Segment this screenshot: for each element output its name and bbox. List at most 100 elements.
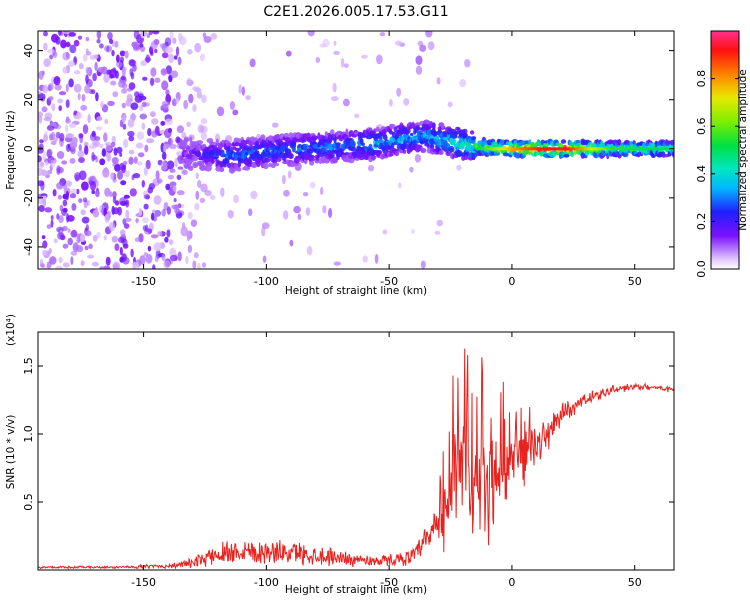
heatmap-cell <box>361 54 368 59</box>
heatmap-cell <box>438 150 444 155</box>
heatmap-cell <box>81 94 86 102</box>
heatmap-cell <box>325 158 330 163</box>
heatmap-cell <box>220 187 225 197</box>
heatmap-cell <box>119 50 126 57</box>
heatmap-cell <box>155 125 160 135</box>
heatmap-cell <box>293 205 301 214</box>
heatmap-cell <box>335 143 341 150</box>
heatmap-cell <box>62 194 68 200</box>
heatmap-cell <box>528 139 532 145</box>
heatmap-cell <box>40 180 45 191</box>
heatmap-cell <box>114 164 121 172</box>
heatmap-cell <box>328 208 333 218</box>
heatmap-cell <box>215 138 219 145</box>
heatmap-cell <box>389 99 393 107</box>
heatmap-cell <box>180 156 184 161</box>
heatmap-core-cell <box>572 147 576 151</box>
heatmap-cell <box>248 208 253 217</box>
heatmap-cell <box>90 89 96 95</box>
heatmap-cell <box>80 209 86 216</box>
colorbar-tick-label: 0.2 <box>695 213 708 231</box>
heatmap-cell <box>160 161 168 171</box>
snr-frame <box>37 331 675 571</box>
heatmap-cell <box>211 144 218 149</box>
heatmap-cell <box>286 50 292 57</box>
heatmap-cell <box>95 190 100 198</box>
heatmap-cell <box>131 41 139 48</box>
heatmap-cell <box>74 70 81 75</box>
heatmap-cell <box>573 148 577 156</box>
heatmap-cell <box>209 194 216 200</box>
heatmap-cell <box>177 56 182 66</box>
heatmap-cell <box>67 237 73 246</box>
spectrogram-x-label: Height of straight line (km) <box>285 285 427 297</box>
heatmap-cell <box>315 56 320 64</box>
heatmap-cell <box>172 185 177 192</box>
heatmap-core-cell <box>478 147 481 151</box>
heatmap-cell <box>434 135 440 140</box>
heatmap-cell <box>104 187 111 197</box>
heatmap-cell <box>117 206 122 216</box>
heatmap-cell <box>90 181 96 191</box>
heatmap-cell <box>415 55 423 65</box>
heatmap-cell <box>282 174 286 185</box>
heatmap-cell <box>382 135 388 141</box>
heatmap-cell <box>440 122 445 130</box>
heatmap-cell <box>123 160 128 166</box>
heatmap-cell <box>524 140 530 146</box>
heatmap-core-cell <box>519 147 523 151</box>
heatmap-cell <box>425 31 433 38</box>
heatmap-cell <box>119 152 123 157</box>
heatmap-cell <box>107 32 113 40</box>
heatmap-cell <box>402 149 406 154</box>
heatmap-cell <box>68 123 77 128</box>
heatmap-cell <box>195 172 199 180</box>
heatmap-core-cell <box>607 147 611 151</box>
heatmap-cell <box>414 154 421 163</box>
heatmap-cell <box>308 157 315 162</box>
heatmap-cell <box>204 146 209 151</box>
heatmap-cell <box>103 132 108 143</box>
heatmap-cell <box>174 157 178 168</box>
heatmap-cell <box>203 36 212 43</box>
heatmap-cell <box>84 230 92 237</box>
heatmap-cell <box>161 209 166 217</box>
heatmap-cell <box>152 264 156 269</box>
heatmap-cell <box>117 170 123 180</box>
heatmap-cell <box>141 101 147 108</box>
heatmap-cell <box>42 249 48 256</box>
heatmap-cell <box>180 204 185 209</box>
heatmap-cell <box>671 151 674 158</box>
heatmap-cell <box>132 64 137 72</box>
heatmap-cell <box>116 54 120 63</box>
heatmap-cell <box>85 74 89 84</box>
heatmap-cell <box>69 158 76 164</box>
heatmap-cell <box>127 118 135 128</box>
heatmap-cell <box>86 51 92 56</box>
heatmap-core-cell <box>590 147 593 151</box>
heatmap-cell <box>50 159 56 168</box>
heatmap-cell <box>241 86 245 96</box>
heatmap-cell <box>56 213 60 220</box>
heatmap-cell <box>122 123 127 130</box>
heatmap-cell <box>333 50 340 55</box>
heatmap-cell <box>103 73 110 83</box>
heatmap-cell <box>374 253 379 264</box>
heatmap-cell <box>427 41 435 51</box>
heatmap-cell <box>367 164 375 172</box>
heatmap-cell <box>53 76 61 86</box>
heatmap-cell <box>128 149 135 155</box>
heatmap-cell <box>311 135 318 141</box>
heatmap-cell <box>145 253 153 264</box>
heatmap-cell <box>112 261 121 269</box>
x-tick-label: 50 <box>628 576 642 589</box>
heatmap-cell <box>48 96 54 101</box>
heatmap-cell <box>110 141 116 148</box>
heatmap-cell <box>330 129 335 136</box>
heatmap-cell <box>245 151 249 156</box>
heatmap-cell <box>43 58 51 67</box>
heatmap-cell <box>436 219 443 227</box>
heatmap-core-cell <box>598 147 602 151</box>
heatmap-cell <box>349 145 356 152</box>
heatmap-cell <box>94 61 98 71</box>
